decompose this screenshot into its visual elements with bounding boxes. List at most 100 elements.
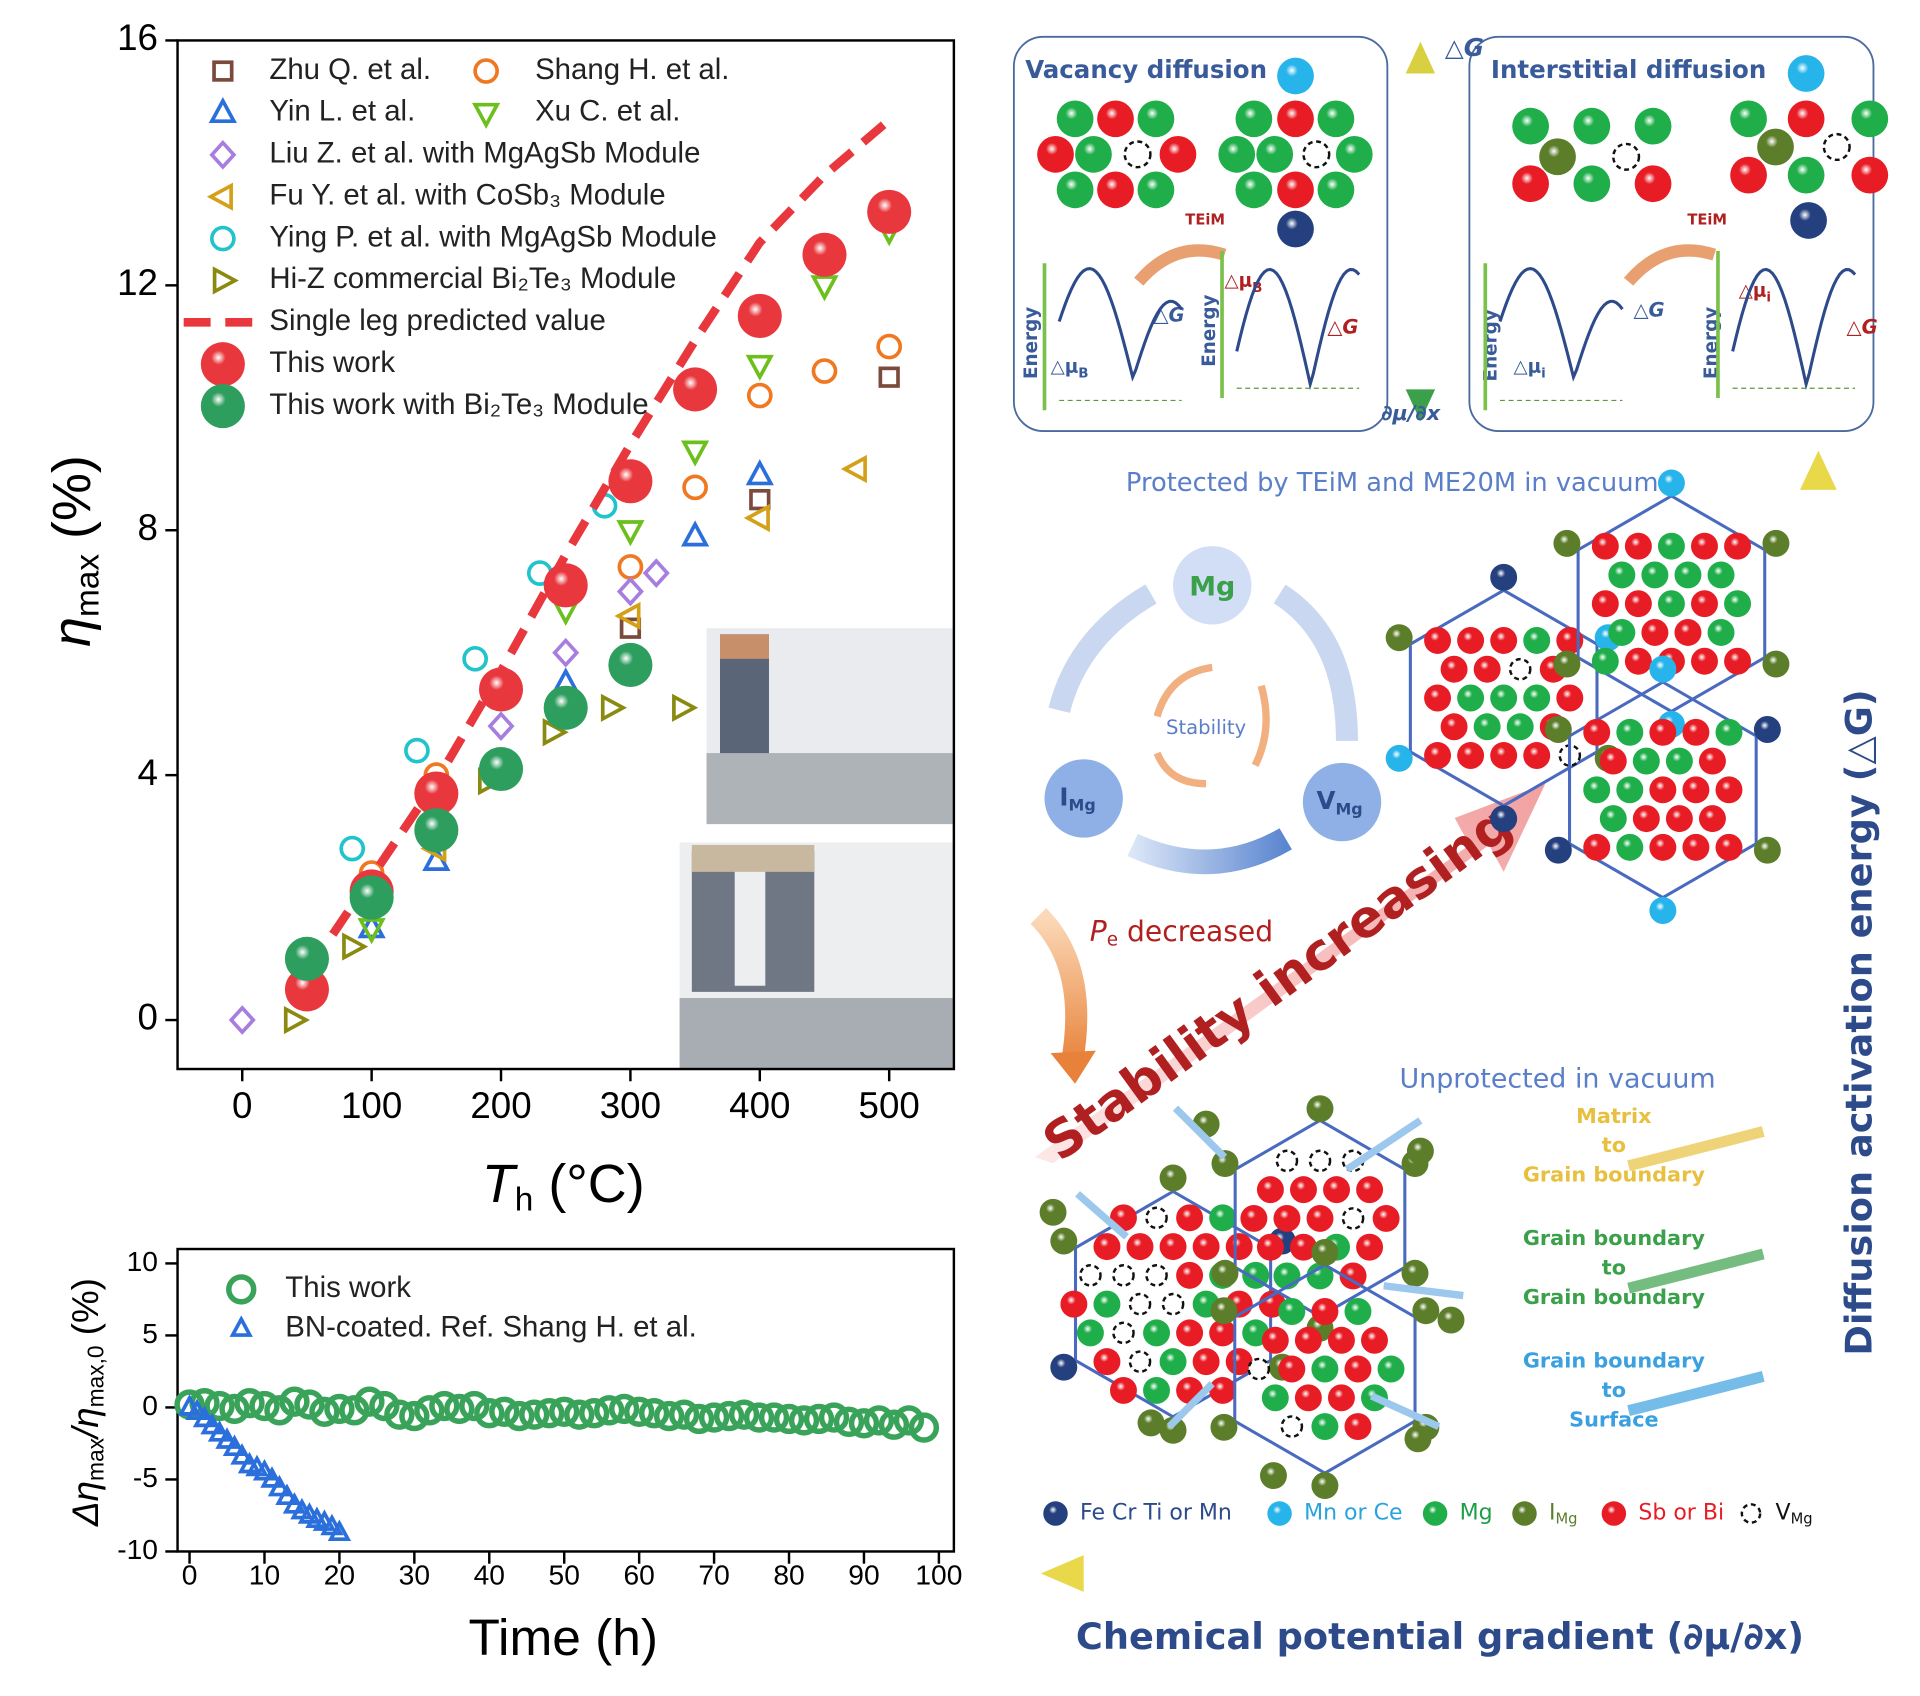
- vacancy: [1123, 140, 1152, 169]
- axis-title-part: max: [82, 1437, 108, 1481]
- atom: [1591, 590, 1619, 618]
- y-tick-label: 12: [117, 262, 158, 303]
- y-tick-label: 10: [127, 1246, 158, 1277]
- marker: [478, 667, 524, 712]
- atom: [1056, 171, 1094, 209]
- atom: [1039, 1198, 1067, 1226]
- marker: [746, 382, 773, 409]
- atom: [1317, 171, 1355, 209]
- marker: [210, 225, 236, 252]
- marker: [283, 1005, 310, 1035]
- label: Pe decreased: [1090, 915, 1273, 950]
- legend-label: Mn or Ce: [1304, 1501, 1402, 1526]
- marker: [737, 293, 782, 338]
- legend-label: Yin L. et al.: [269, 95, 415, 128]
- vacancy: [1822, 132, 1851, 162]
- marker: [749, 488, 771, 511]
- atom: [1406, 1137, 1434, 1165]
- path-arrow: [1627, 1126, 1765, 1172]
- x-tick-label: 70: [698, 1560, 729, 1591]
- arrow: [1273, 584, 1358, 741]
- marker: [833, 1406, 865, 1438]
- marker: [267, 1474, 292, 1497]
- vacancy: [1341, 1207, 1365, 1230]
- marker: [617, 554, 644, 580]
- legend-sub: Mg: [1555, 1511, 1577, 1528]
- atom: [1790, 202, 1827, 239]
- marker: [473, 58, 499, 84]
- diffusion-arrow: [1383, 1282, 1464, 1300]
- atom: [1097, 171, 1134, 209]
- legend-label: This work: [269, 346, 395, 379]
- marker: [489, 1396, 520, 1427]
- marker: [192, 1405, 217, 1428]
- marker: [252, 1458, 277, 1481]
- label: △G: [1847, 316, 1878, 339]
- marker: [608, 1393, 640, 1425]
- arrowhead: [1405, 389, 1436, 422]
- label: △μB: [1051, 356, 1089, 381]
- atom: [1753, 716, 1781, 743]
- vacancy: [1161, 1292, 1185, 1316]
- label: TEiM: [1687, 211, 1727, 228]
- atom: [1724, 647, 1752, 675]
- marker: [745, 354, 774, 381]
- energy-curve: [1498, 267, 1624, 382]
- atom: [1724, 590, 1752, 618]
- arrowhead: [1800, 450, 1837, 490]
- marker: [623, 1396, 655, 1427]
- axis-title-part: η: [42, 617, 102, 647]
- marker: [444, 1393, 475, 1425]
- atom: [1665, 805, 1693, 833]
- marker: [614, 601, 641, 631]
- vacancy: [1302, 140, 1331, 169]
- vacancy: [1247, 1357, 1271, 1381]
- atom: [1277, 57, 1314, 95]
- atom: [1523, 684, 1551, 712]
- marker: [616, 520, 645, 547]
- marker: [758, 1402, 790, 1433]
- atom: [1523, 742, 1551, 769]
- path-arrow: [1627, 1371, 1765, 1416]
- label: TEiM: [1185, 211, 1225, 228]
- atom: [1506, 713, 1534, 741]
- atom: [1075, 135, 1112, 173]
- atom: [1715, 833, 1743, 861]
- marker: [552, 637, 580, 668]
- atom: [1211, 1259, 1239, 1287]
- axis-title-part: max: [69, 554, 106, 617]
- atom: [1490, 627, 1518, 654]
- marker: [681, 520, 710, 547]
- marker: [222, 1434, 247, 1457]
- atom: [1056, 100, 1094, 138]
- path-label: Grain boundary: [1523, 1349, 1705, 1373]
- atom: [1624, 590, 1652, 618]
- atom: [1210, 1297, 1238, 1325]
- atom: [1278, 1355, 1306, 1383]
- atom: [1691, 532, 1718, 560]
- marker: [867, 189, 912, 234]
- atom: [1591, 647, 1619, 675]
- photo-inset: [679, 628, 953, 1070]
- atom: [1176, 1261, 1204, 1289]
- marker: [200, 384, 245, 429]
- legend-label: Hi-Z commercial Bi₂Te₃ Module: [269, 262, 676, 295]
- path-label: Grain boundary: [1523, 1226, 1705, 1250]
- vacancy: [1308, 1149, 1332, 1173]
- atom: [1632, 747, 1660, 775]
- marker: [698, 1402, 730, 1433]
- atom: [1159, 1164, 1187, 1192]
- marker: [212, 60, 234, 82]
- atom: [1473, 655, 1501, 683]
- marker: [728, 1399, 760, 1430]
- marker: [264, 1395, 295, 1426]
- label: Energy: [1199, 295, 1220, 367]
- marker: [200, 342, 245, 387]
- atom: [1339, 1262, 1367, 1290]
- atom: [1573, 107, 1611, 145]
- atom: [1641, 561, 1669, 589]
- marker: [215, 1427, 239, 1449]
- marker: [324, 1393, 355, 1425]
- marker: [519, 1399, 550, 1430]
